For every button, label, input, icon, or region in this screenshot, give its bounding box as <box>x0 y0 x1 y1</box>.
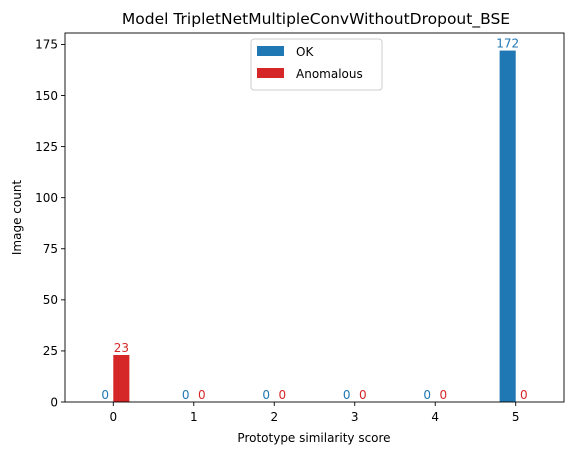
y-tick-label: 175 <box>35 38 58 52</box>
x-tick-label: 2 <box>270 410 278 424</box>
bar-value-label: 0 <box>182 388 190 402</box>
legend-swatch-anomalous <box>257 68 284 78</box>
x-tick-label: 3 <box>351 410 359 424</box>
legend: OK Anomalous <box>251 39 382 90</box>
x-tick-label: 0 <box>109 410 117 424</box>
bar-value-label: 0 <box>262 388 270 402</box>
y-tick-label: 100 <box>35 191 58 205</box>
bar-ok-5 <box>500 51 516 402</box>
y-tick-label: 75 <box>43 242 58 256</box>
x-axis-label: Prototype similarity score <box>237 431 390 445</box>
bar-value-label: 0 <box>359 388 367 402</box>
y-tick-label: 150 <box>35 89 58 103</box>
chart-title: Model TripletNetMultipleConvWithoutDropo… <box>122 10 510 29</box>
bar-value-label: 0 <box>439 388 447 402</box>
bars-group <box>113 51 515 402</box>
bar-anomalous-0 <box>113 355 129 402</box>
bar-value-label: 0 <box>101 388 109 402</box>
bar-value-label: 0 <box>278 388 286 402</box>
bar-value-label: 0 <box>423 388 431 402</box>
y-tick-label: 125 <box>35 140 58 154</box>
x-tick-label: 4 <box>431 410 439 424</box>
bar-value-label: 172 <box>496 37 519 51</box>
bar-value-label: 0 <box>198 388 206 402</box>
legend-swatch-ok <box>257 46 284 56</box>
legend-label-ok: OK <box>296 45 314 59</box>
y-tick-label: 50 <box>43 293 58 307</box>
legend-label-anomalous: Anomalous <box>296 67 363 81</box>
x-tick-label: 1 <box>190 410 198 424</box>
bar-value-label: 0 <box>343 388 351 402</box>
bar-value-label: 23 <box>114 341 129 355</box>
bar-value-label: 0 <box>520 388 528 402</box>
y-tick-label: 0 <box>50 395 58 409</box>
x-tick-label: 5 <box>512 410 520 424</box>
y-tick-label: 25 <box>43 344 58 358</box>
y-axis-label: Image count <box>10 180 24 256</box>
